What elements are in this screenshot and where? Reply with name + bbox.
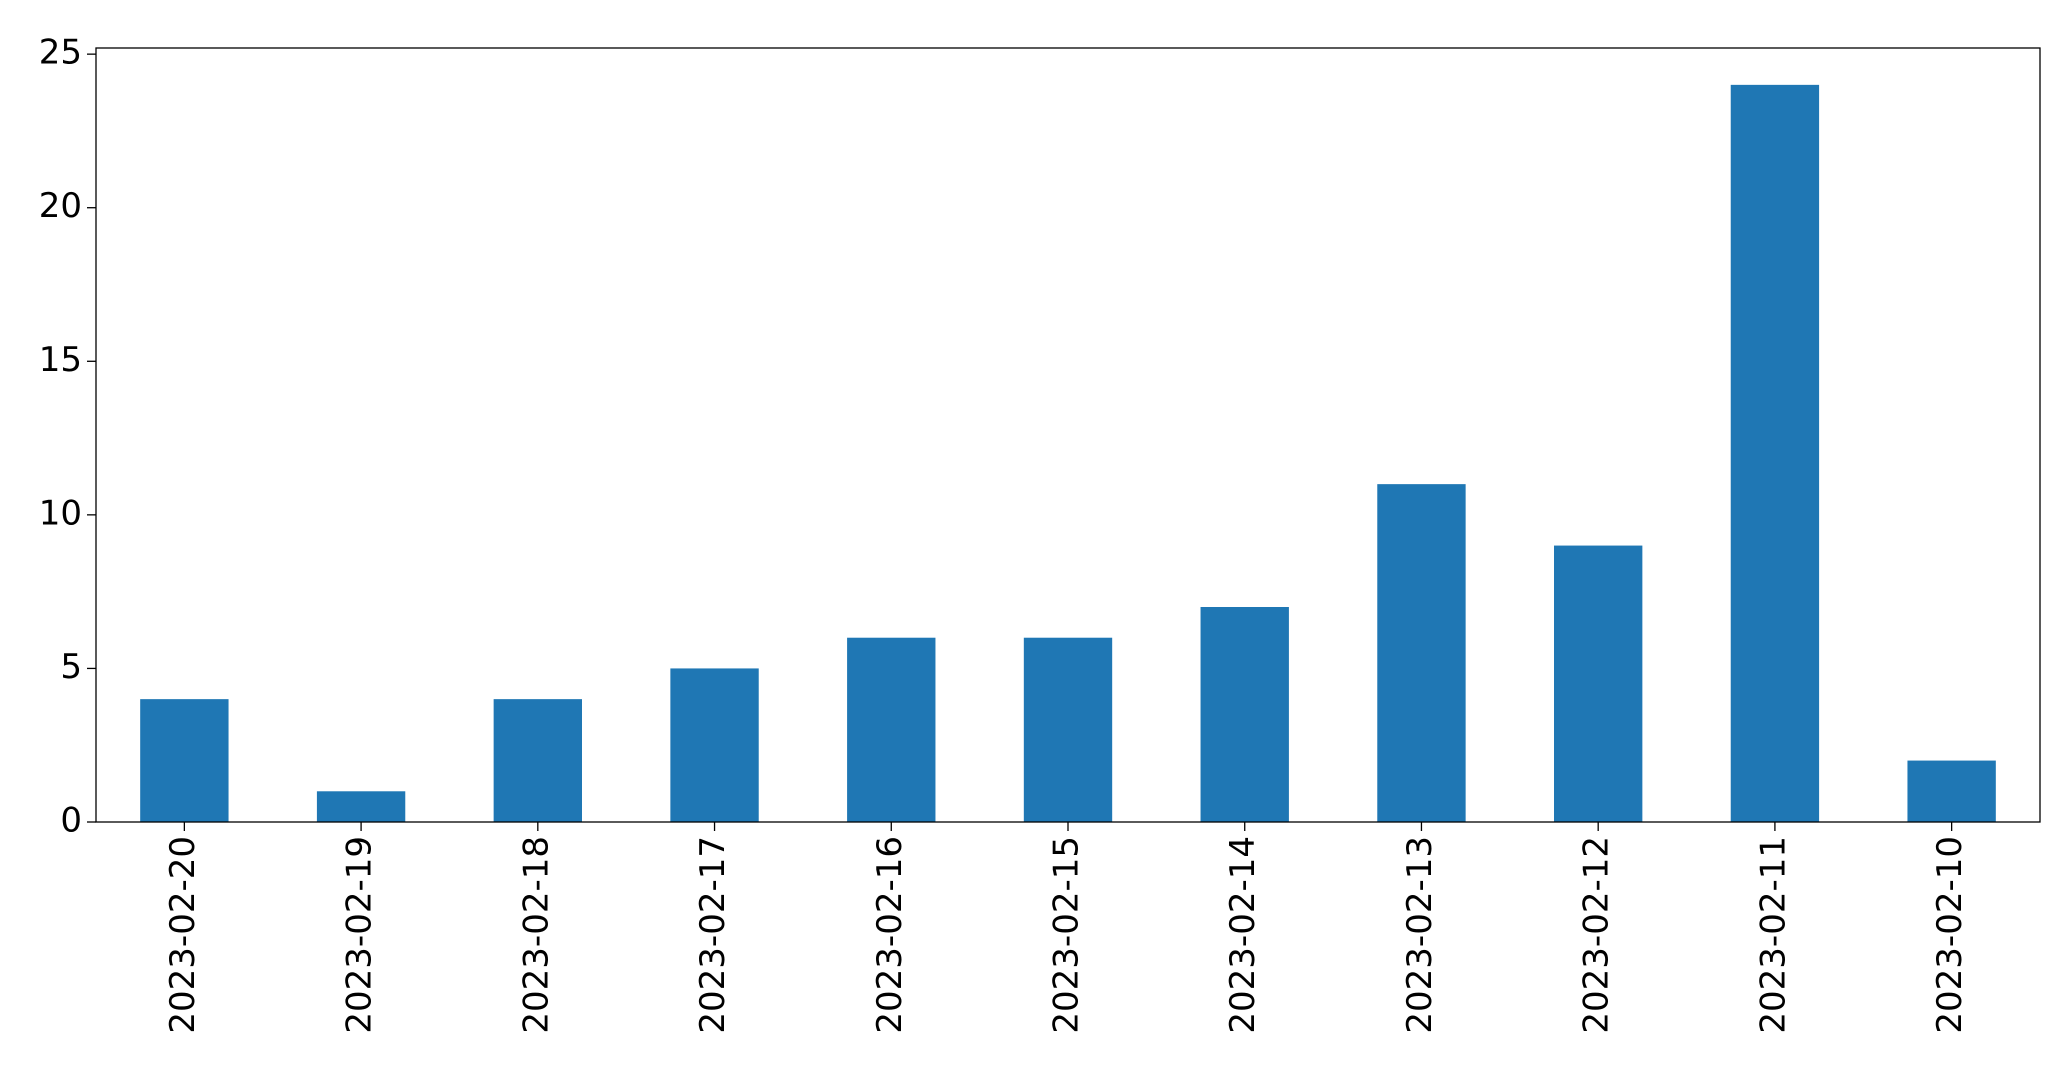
y-tick-label: 0 xyxy=(60,801,82,841)
x-tick-label: 2023-02-12 xyxy=(1577,836,1617,1034)
y-tick-label: 25 xyxy=(39,33,82,73)
bar xyxy=(1023,637,1113,822)
bar xyxy=(1730,84,1820,823)
y-tick-label: 15 xyxy=(39,340,82,380)
bar xyxy=(847,637,936,822)
x-tick-label: 2023-02-11 xyxy=(1753,836,1793,1034)
x-tick-label: 2023-02-14 xyxy=(1223,836,1263,1034)
x-tick-label: 2023-02-13 xyxy=(1400,836,1440,1034)
bar xyxy=(140,699,229,822)
bar xyxy=(1377,484,1466,822)
y-tick-label: 10 xyxy=(39,493,82,533)
x-tick-label: 2023-02-10 xyxy=(1930,836,1970,1034)
bar xyxy=(670,668,759,822)
x-tick-label: 2023-02-17 xyxy=(693,836,733,1034)
x-tick-label: 2023-02-15 xyxy=(1047,836,1087,1034)
y-tick-label: 20 xyxy=(39,186,82,226)
bar xyxy=(1554,545,1643,822)
bar xyxy=(493,699,582,822)
x-tick-label: 2023-02-18 xyxy=(516,836,556,1034)
y-tick-label: 5 xyxy=(60,647,82,687)
plot-frame xyxy=(95,47,2041,823)
x-tick-label: 2023-02-16 xyxy=(870,836,910,1034)
x-tick-label: 2023-02-19 xyxy=(340,836,380,1034)
bar xyxy=(316,791,406,822)
bar xyxy=(1200,607,1289,822)
bar xyxy=(1907,760,1996,822)
x-tick-label: 2023-02-20 xyxy=(163,836,203,1034)
